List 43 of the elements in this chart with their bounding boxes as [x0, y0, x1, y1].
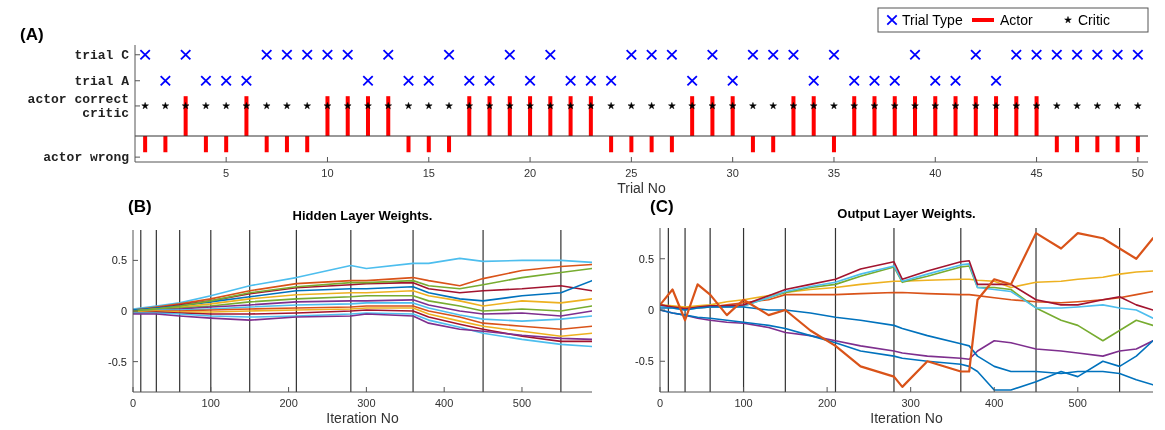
- x-tick-label: 20: [523, 167, 537, 179]
- x-tick-label: 0: [656, 397, 664, 409]
- x-tick-label: 40: [929, 167, 942, 179]
- text: (C): [650, 197, 674, 216]
- x-tick-label: 5: [223, 167, 230, 179]
- chart-title: Output Layer Weights.: [837, 206, 976, 221]
- x-tick-label: 400: [985, 397, 1004, 409]
- x-tick-label: 200: [817, 397, 837, 409]
- x-tick-label: 15: [422, 167, 435, 179]
- x-tick-label: 0: [129, 397, 137, 409]
- y-tick-label: 0.5: [638, 252, 654, 265]
- x-tick-label: 45: [1030, 167, 1043, 179]
- x-axis-title: Iteration No: [326, 410, 399, 426]
- x-tick-label: 35: [827, 167, 841, 179]
- x-tick-label: 25: [625, 167, 638, 179]
- legend-label: Critic: [1078, 12, 1110, 28]
- x-tick-label: 500: [512, 397, 532, 409]
- legend-label: Actor: [1000, 12, 1034, 28]
- x-axis-title: Iteration No: [870, 410, 943, 426]
- legend-label: Trial Type: [902, 12, 963, 28]
- x-tick-label: 30: [726, 167, 739, 179]
- chart-title: Hidden Layer Weights.: [292, 208, 433, 223]
- category-label: actor correct critic: [27, 91, 129, 121]
- y-tick-label: 0: [647, 304, 654, 316]
- x-tick-label: 400: [435, 397, 454, 409]
- y-tick-label: 0.5: [111, 254, 127, 267]
- y-tick-label: -0.5: [108, 355, 127, 368]
- x-tick-label: 100: [734, 397, 753, 409]
- category-label: trial C: [74, 47, 129, 63]
- x-tick-label: 300: [357, 397, 376, 409]
- category-label: trial A: [74, 73, 129, 89]
- x-tick-label: 100: [201, 397, 220, 409]
- y-tick-label: 0: [120, 305, 127, 317]
- text: (A): [20, 25, 44, 44]
- y-tick-label: -0.5: [635, 355, 654, 368]
- text: (B): [128, 197, 152, 216]
- x-tick-label: 500: [1068, 397, 1087, 409]
- x-tick-label: 200: [279, 397, 298, 409]
- x-axis-title: Trial No: [617, 180, 666, 196]
- category-label: actor wrong: [43, 150, 129, 166]
- x-tick-label: 10: [321, 167, 334, 179]
- x-tick-label: 300: [901, 397, 920, 409]
- x-tick-label: 50: [1131, 167, 1144, 179]
